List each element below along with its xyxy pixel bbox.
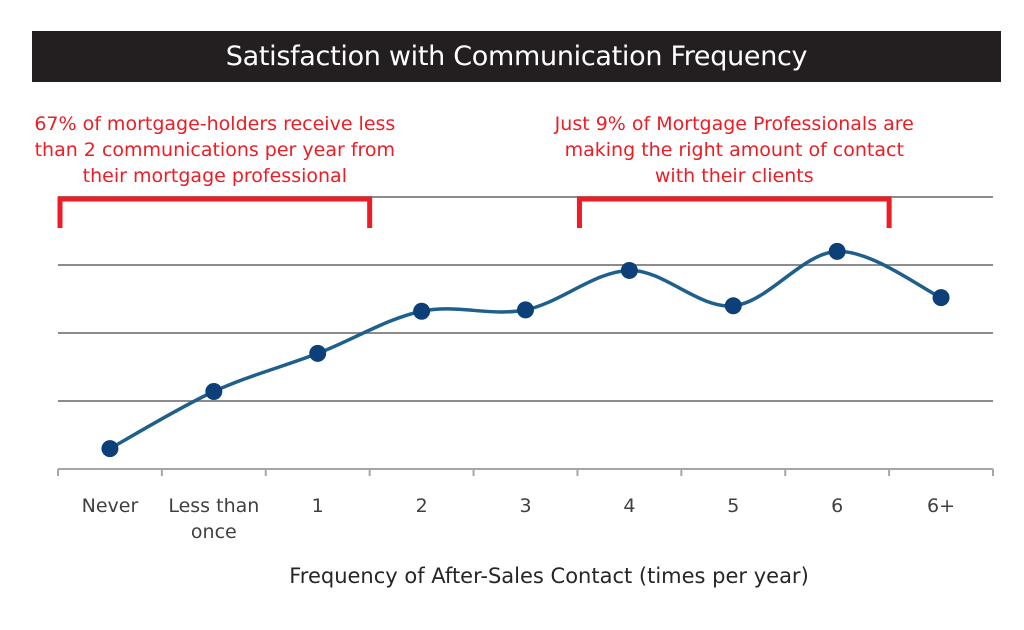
chart-title-bar: Satisfaction with Communication Frequenc… bbox=[32, 31, 1001, 82]
x-tick-label: 6+ bbox=[927, 495, 955, 517]
x-tick-label: 1 bbox=[312, 495, 324, 517]
annotation-bracket bbox=[576, 196, 892, 228]
gridlines bbox=[58, 196, 993, 402]
data-point bbox=[205, 382, 223, 400]
data-point bbox=[101, 440, 119, 458]
series-layer bbox=[101, 242, 950, 458]
x-tick-label: 6 bbox=[831, 495, 843, 517]
x-tick-label: Less than once bbox=[168, 495, 259, 543]
x-axis-title: Frequency of After-Sales Contact (times … bbox=[289, 564, 809, 588]
x-tick-label: 5 bbox=[727, 495, 739, 517]
data-point bbox=[517, 301, 534, 319]
data-point bbox=[413, 302, 431, 320]
x-tick-label: Never bbox=[82, 495, 139, 517]
data-point bbox=[309, 344, 327, 362]
x-axis: Never Less than once 1 2 3 4 5 6 6+ bbox=[57, 468, 994, 543]
annotation-bracket bbox=[57, 196, 373, 228]
data-point bbox=[724, 297, 742, 315]
series-line bbox=[108, 249, 943, 451]
annotations: 67% of mortgage-holders receive less than… bbox=[34, 113, 914, 228]
annotation-text: 67% of mortgage-holders receive less than… bbox=[34, 113, 395, 187]
chart-title: Satisfaction with Communication Frequenc… bbox=[225, 41, 808, 72]
annotation-2: Just 9% of Mortgage Professionals are mak… bbox=[554, 113, 914, 228]
x-tick-label: 2 bbox=[416, 495, 428, 517]
x-tick-label: 3 bbox=[519, 495, 531, 517]
x-tick-label: 4 bbox=[623, 495, 635, 517]
data-point bbox=[828, 242, 846, 260]
annotation-1: 67% of mortgage-holders receive less than… bbox=[34, 113, 395, 228]
data-point bbox=[620, 261, 638, 279]
data-point bbox=[932, 289, 950, 307]
annotation-text: Just 9% of Mortgage Professionals are mak… bbox=[554, 113, 914, 187]
